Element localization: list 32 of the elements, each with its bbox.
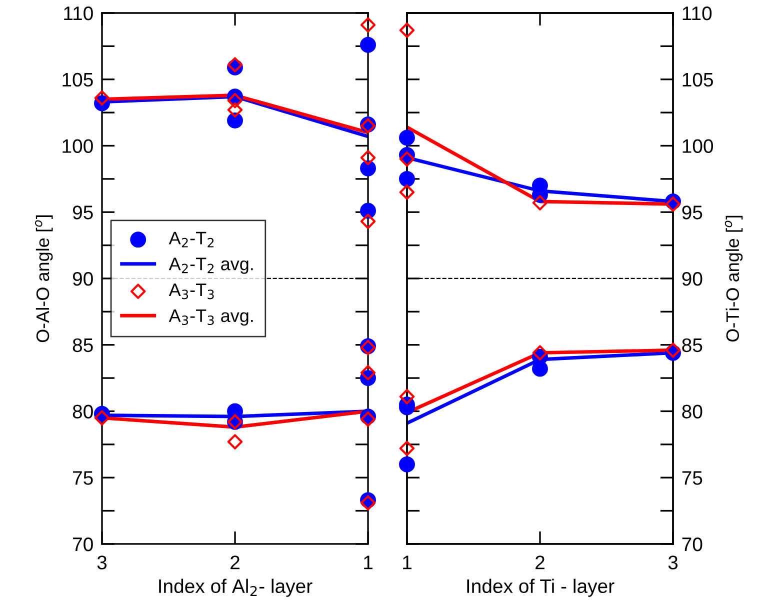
- y2-tick-label: 105: [682, 72, 713, 87]
- legend-label: A$_{2}$-T$_{2}$: [168, 232, 214, 248]
- y-tick-label: 75: [73, 471, 93, 485]
- y2-tick-label: 85: [682, 338, 702, 352]
- legend-label: A$_{3}$-T$_{3}$ avg.: [168, 309, 253, 326]
- y-tick-label: 110: [64, 6, 93, 20]
- y-tick-label: 95: [72, 206, 93, 220]
- y-tick-label: 90: [72, 272, 93, 286]
- legend-label: A$_{2}$-T$_{2}$ avg.: [168, 258, 253, 274]
- y2-tick-label: 95: [682, 206, 702, 220]
- x-tick-label: 2: [536, 556, 544, 570]
- y2-tick-label: 75: [682, 471, 702, 485]
- y-axis-title: O-Al-O angle [$^{o}$]: [35, 215, 53, 342]
- y2-tick-label: 90: [682, 272, 702, 286]
- x-tick-label: 1: [403, 556, 412, 570]
- y-tick-label: 85: [72, 338, 93, 352]
- x-tick-label: 2: [230, 556, 240, 570]
- x-axis-title: Index of Ti - layer: [467, 578, 614, 597]
- y2-tick-label: 110: [682, 6, 712, 20]
- x-axis-title: Index of Al$_{2}$- layer: [159, 578, 312, 597]
- x-tick-label: 1: [364, 556, 372, 570]
- y2-tick-label: 70: [682, 537, 702, 552]
- x-tick-label: 3: [97, 556, 107, 570]
- x-tick-label: 3: [668, 556, 678, 570]
- y2-axis-title: O-Ti-O angle [$^{o}$]: [724, 216, 743, 342]
- y-tick-label: 105: [62, 72, 93, 87]
- y2-tick-label: 80: [682, 404, 702, 418]
- y-tick-label: 100: [62, 139, 93, 153]
- legend-label: A$_{3}$-T$_{3}$: [168, 284, 214, 300]
- y-tick-label: 80: [72, 404, 93, 418]
- y-tick-label: 70: [73, 537, 93, 552]
- y2-tick-label: 100: [682, 139, 714, 153]
